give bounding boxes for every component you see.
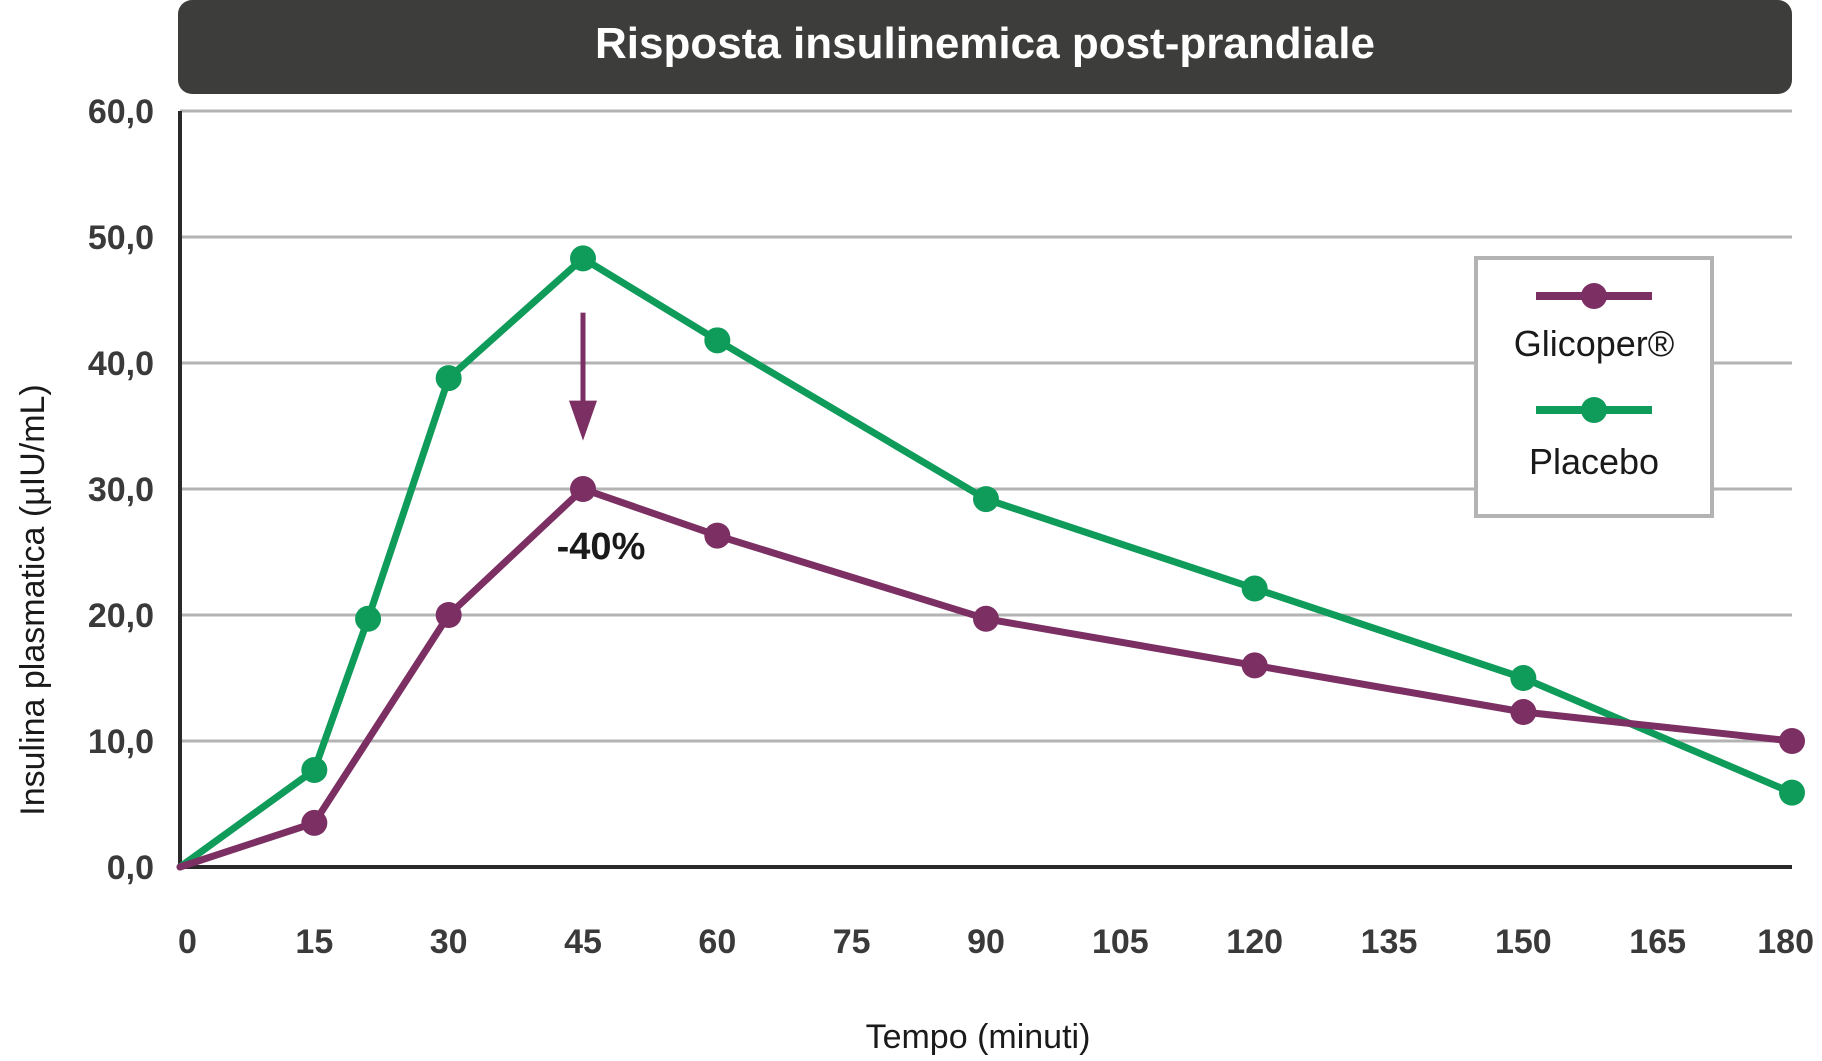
data-point-glicoper: [301, 809, 328, 836]
annotations: -40%: [557, 312, 646, 568]
data-point-placebo: [1241, 575, 1268, 602]
data-point-placebo: [355, 605, 382, 632]
title-bar: [178, 0, 1792, 94]
x-tick-label: 0: [178, 923, 197, 961]
annotation-arrow-head: [569, 400, 597, 441]
data-point-placebo: [973, 486, 999, 513]
data-point-placebo: [704, 327, 731, 354]
x-tick-label: 45: [564, 923, 602, 961]
x-axis-label: Tempo (minuti): [866, 1018, 1091, 1056]
legend-label-glicoper: Glicoper®: [1514, 323, 1675, 364]
data-point-glicoper: [570, 476, 596, 502]
chart-title: Risposta insulinemica post-prandiale: [595, 19, 1375, 68]
legend-marker-placebo: [1581, 397, 1607, 423]
x-tick-label: 150: [1495, 923, 1552, 961]
data-point-glicoper: [435, 602, 462, 628]
y-tick-label: 50,0: [88, 219, 154, 257]
y-tick-label: 40,0: [88, 345, 154, 383]
y-tick-label: 0,0: [107, 849, 154, 887]
data-point-placebo: [435, 365, 462, 392]
data-point-glicoper: [1779, 728, 1805, 754]
x-tick-label: 105: [1092, 923, 1149, 961]
x-tick-label: 120: [1226, 923, 1283, 961]
x-tick-label: 90: [967, 923, 1005, 961]
y-axis-label: Insulina plasmatica (µIU/mL): [14, 384, 52, 816]
x-tick-label: 165: [1629, 923, 1686, 961]
data-point-placebo: [1779, 779, 1805, 806]
annotation-label: -40%: [557, 526, 646, 568]
data-point-glicoper: [1241, 652, 1268, 679]
series-group: [176, 245, 1805, 871]
y-tick-label: 10,0: [88, 723, 154, 761]
data-point-glicoper: [1510, 699, 1537, 726]
data-point-placebo: [301, 756, 328, 783]
x-tick-label: 75: [833, 923, 871, 961]
y-tick-label: 30,0: [88, 471, 154, 509]
data-point-placebo: [1510, 665, 1537, 691]
series-line-glicoper: [176, 485, 1796, 871]
axes: [178, 111, 1792, 869]
x-tick-label: 180: [1757, 923, 1814, 961]
x-tick-labels: 0 15 30 45 60 75 90 105 120 135 150 165 180: [178, 923, 1814, 961]
x-tick-label: 30: [430, 923, 468, 961]
x-tick-label: 60: [698, 923, 736, 961]
data-point-placebo: [570, 245, 596, 272]
data-point-glicoper: [704, 522, 731, 549]
legend: Glicoper® Placebo: [1474, 256, 1714, 518]
x-tick-label: 15: [295, 923, 333, 961]
series-line-placebo: [176, 254, 1796, 871]
data-point-glicoper: [973, 605, 999, 632]
legend-marker-glicoper: [1581, 283, 1607, 309]
y-tick-label: 20,0: [88, 597, 154, 635]
legend-label-placebo: Placebo: [1529, 441, 1659, 482]
y-tick-labels: 0,0 10,0 20,0 30,0 40,0 50,0 60,0: [88, 93, 154, 887]
x-tick-label: 135: [1361, 923, 1418, 961]
y-tick-label: 60,0: [88, 93, 154, 131]
